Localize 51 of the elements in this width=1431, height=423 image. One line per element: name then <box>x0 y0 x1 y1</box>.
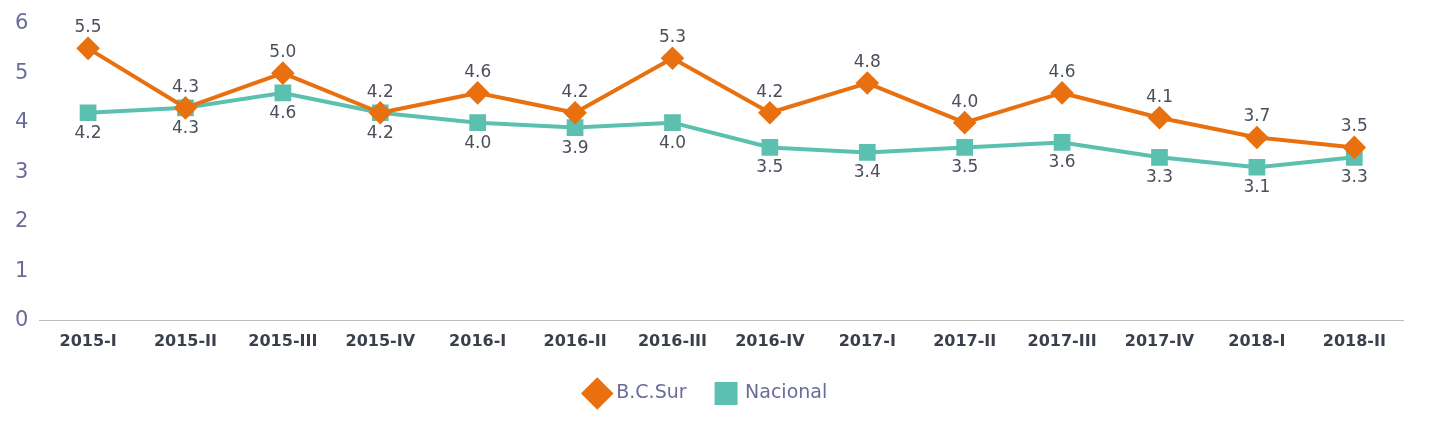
data-label: 4.3 <box>171 116 199 137</box>
data-label: 3.5 <box>756 156 784 177</box>
data-label: 4.0 <box>658 131 686 152</box>
data-label: 4.6 <box>269 101 297 122</box>
x-tick-label: 2017-IV <box>1124 330 1195 350</box>
data-label: 3.4 <box>853 161 881 182</box>
data-label: 5.5 <box>74 16 102 37</box>
x-tick-label: 2015-II <box>153 330 217 350</box>
legend-label: B.C.Sur <box>616 380 687 403</box>
data-label: 4.6 <box>464 60 492 81</box>
x-tick-label: 2017-I <box>838 330 896 350</box>
data-label: 3.5 <box>1340 115 1368 136</box>
x-tick-label: 2015-III <box>248 330 318 350</box>
x-tick-label: 2016-II <box>543 330 607 350</box>
y-tick-label: 1 <box>14 257 29 282</box>
y-tick-label: 0 <box>14 307 29 332</box>
x-tick-label: 2017-III <box>1027 330 1097 350</box>
data-label: 3.6 <box>1048 151 1076 172</box>
x-tick-label: 2018-I <box>1228 330 1286 350</box>
y-tick-label: 3 <box>14 158 29 183</box>
x-tick-label: 2015-I <box>59 330 117 350</box>
data-label: 4.2 <box>756 80 784 101</box>
x-tick-label: 2016-III <box>637 330 707 350</box>
data-label: 3.9 <box>561 136 589 157</box>
data-label: 4.2 <box>366 121 394 142</box>
x-tick-label: 2016-I <box>449 330 507 350</box>
x-tick-label: 2017-II <box>933 330 997 350</box>
data-label: 3.1 <box>1243 176 1271 197</box>
data-label: 3.5 <box>951 156 979 177</box>
data-label: 4.0 <box>464 131 492 152</box>
y-tick-label: 2 <box>14 208 29 233</box>
y-tick-label: 5 <box>14 59 29 84</box>
data-label: 5.3 <box>658 26 686 47</box>
data-label: 4.2 <box>366 80 394 101</box>
y-tick-label: 4 <box>14 109 29 134</box>
data-label: 4.0 <box>951 90 979 111</box>
x-tick-label: 2016-IV <box>735 330 806 350</box>
data-label: 4.2 <box>561 80 589 101</box>
data-label: 4.6 <box>1048 60 1076 81</box>
data-label: 4.2 <box>74 121 102 142</box>
data-label: 4.3 <box>171 75 199 96</box>
data-label: 3.3 <box>1145 166 1174 187</box>
y-tick-label: 6 <box>14 10 29 35</box>
data-label: 4.8 <box>853 50 881 71</box>
x-tick-label: 2018-II <box>1322 330 1386 350</box>
x-tick-label: 2015-IV <box>345 330 416 350</box>
data-label: 3.3 <box>1340 166 1368 187</box>
data-label: 3.7 <box>1243 105 1271 126</box>
data-label: 4.1 <box>1145 85 1174 106</box>
legend-label: Nacional <box>745 380 828 403</box>
data-label: 5.0 <box>269 41 297 62</box>
